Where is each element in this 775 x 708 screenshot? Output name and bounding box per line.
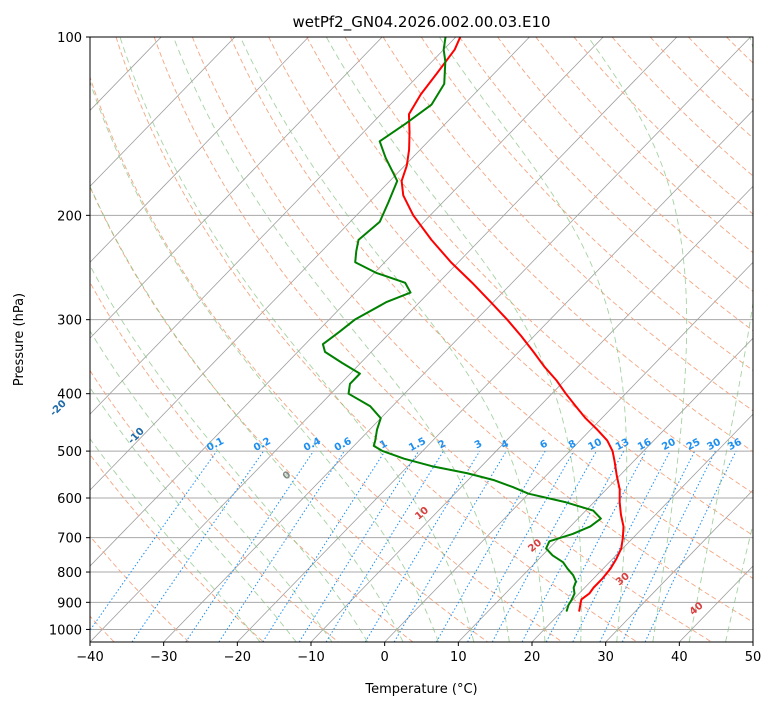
mixing-ratio-label: 3 xyxy=(473,438,484,451)
y-tick-label: 500 xyxy=(57,445,82,460)
dry-adiabat-line xyxy=(191,37,753,623)
mixing-ratio-label: 4 xyxy=(499,438,510,451)
isotherm-line xyxy=(605,489,753,642)
moist-adiabat-line xyxy=(90,264,368,642)
mixing-ratio-line xyxy=(218,450,345,642)
dry-adiabat-line xyxy=(382,37,753,412)
dry-adiabat-line xyxy=(115,37,638,642)
y-tick-label: 1000 xyxy=(49,623,82,638)
x-tick-label: 0 xyxy=(381,650,389,665)
isotherm-line xyxy=(90,37,309,263)
x-tick-label: −40 xyxy=(76,650,103,665)
y-tick-label: 700 xyxy=(57,532,82,547)
x-tick-label: −10 xyxy=(297,650,324,665)
y-tick-label: 800 xyxy=(57,566,82,581)
isotherm-line xyxy=(90,37,457,415)
y-axis-label: Pressure (hPa) xyxy=(12,293,27,386)
isotherm-line xyxy=(384,261,753,642)
x-axis-label: Temperature (°C) xyxy=(364,682,477,697)
x-tick-label: −30 xyxy=(150,650,177,665)
axis-layer: −40 −30 −20 −10 0 10 20 30 40 50 100 200 300 400 500 60… xyxy=(49,31,761,665)
x-tick-label: 30 xyxy=(597,650,614,665)
x-tick-label: 20 xyxy=(524,650,541,665)
isotherm-line xyxy=(90,37,236,187)
plot-frame xyxy=(89,36,754,643)
moist-adiabat-line xyxy=(239,37,546,642)
mixing-ratio-line xyxy=(325,450,444,642)
mixing-ratio-line xyxy=(364,450,481,642)
dry-adiabat-line xyxy=(459,37,753,332)
y-tick-label: 300 xyxy=(57,314,82,329)
dry-adiabat-line xyxy=(90,75,563,642)
dry-adiabat-line xyxy=(344,37,753,453)
moist-adiabat-line xyxy=(90,185,404,642)
x-tick-label: 50 xyxy=(745,650,762,665)
mixing-ratio-line xyxy=(185,450,314,642)
dewpoint-profile-line xyxy=(321,37,602,612)
dry-adiabat-line xyxy=(268,37,753,536)
moist-adiabat-line xyxy=(587,37,688,642)
y-tick-label: 600 xyxy=(57,492,82,507)
dry-adiabat-line xyxy=(497,37,753,292)
isotherm-line xyxy=(90,37,383,339)
dry-adiabat-line xyxy=(153,37,712,642)
isotherm-line xyxy=(90,37,678,642)
isotherm-line xyxy=(531,413,753,642)
y-tick-label: 900 xyxy=(57,596,82,611)
mixing-ratio-line xyxy=(572,450,671,642)
moist-adiabat-line xyxy=(90,80,439,642)
x-tick-label: 10 xyxy=(450,650,467,665)
y-tick-label: 400 xyxy=(57,388,82,403)
mixing-ratio-line xyxy=(491,450,597,642)
isotherm-line xyxy=(90,37,530,491)
moist-adiabat-line xyxy=(439,37,628,642)
moist-adiabat-line xyxy=(325,37,582,642)
temperature-profile-line xyxy=(400,37,625,612)
mixing-ratio-line xyxy=(467,450,575,642)
mixing-ratio-label: 6 xyxy=(538,438,549,451)
dry-adiabat-line xyxy=(611,37,753,177)
mixing-ratio-line xyxy=(521,450,625,642)
x-tick-label: 40 xyxy=(671,650,688,665)
chart-title: wetPf2_GN04.2026.002.00.03.E10 xyxy=(292,13,550,32)
mixing-ratio-label: 2 xyxy=(437,438,448,451)
mixing-ratio-line xyxy=(131,450,264,642)
isotherm-line xyxy=(458,337,753,642)
dry-adiabat-line xyxy=(230,37,753,579)
dry-adiabat-line xyxy=(90,369,339,642)
grid-layer xyxy=(90,37,753,642)
moist-adiabat-line xyxy=(119,37,475,642)
isotherm-line xyxy=(90,37,604,567)
mixing-ratio-label: 8 xyxy=(567,438,578,451)
plot-background xyxy=(90,37,753,642)
moist-adiabat-line xyxy=(688,37,753,642)
mixing-ratio-line xyxy=(262,450,386,642)
mixing-ratio-label: 1 xyxy=(378,438,389,451)
y-tick-label: 100 xyxy=(57,31,82,46)
mixing-ratio-line xyxy=(298,450,420,642)
moist-adiabat-line xyxy=(725,522,753,642)
isotherm-line xyxy=(237,109,753,642)
x-tick-label: −20 xyxy=(224,650,251,665)
y-tick-label: 200 xyxy=(57,209,82,224)
dry-adiabat-line xyxy=(90,535,190,642)
moist-adiabat-line xyxy=(90,386,297,642)
dry-adiabat-line xyxy=(573,37,753,215)
data-layer xyxy=(321,37,625,612)
isotherm-line xyxy=(163,37,751,642)
moist-adiabat-line xyxy=(173,37,510,642)
moist-adiabat-line xyxy=(90,437,261,642)
